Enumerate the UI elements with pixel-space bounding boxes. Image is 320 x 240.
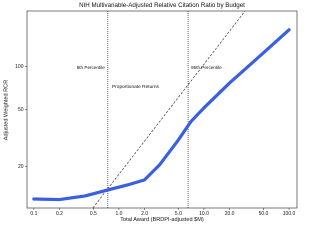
plot-frame [26,10,298,209]
y-axis-label: Adjusted Weighted RCR [3,80,9,141]
x-tick-label: 0.2 [56,211,63,217]
x-axis-label: Total Award (BRDPI-adjusted $M) [120,217,204,223]
x-tick-label: 10.0 [199,211,209,217]
chart-title: NIH Multivariable-Adjusted Relative Cita… [79,2,245,9]
proportionate-line [92,10,246,209]
chart: NIH Multivariable-Adjusted Relative Cita… [3,2,298,223]
y-tick-label: 20 [18,164,24,170]
y-tick-label: 100 [15,64,24,70]
x-tick-label: 1.0 [115,211,122,217]
percentile-label: 95th Percentile [191,65,222,70]
percentile-label: 5th Percentile [77,65,106,70]
proportionate-label: Proportionate Returns [112,84,160,90]
x-tick-label: 5.0 [175,211,182,217]
y-tick-label: 50 [18,107,24,113]
x-tick-label: 100.0 [283,211,296,217]
data-line [32,28,291,202]
x-tick-label: 50.0 [259,211,269,217]
x-tick-label: 0.1 [30,211,37,217]
x-tick-label: 20.0 [225,211,235,217]
x-tick-label: 2.0 [141,211,148,217]
x-tick-label: 0.5 [90,211,97,217]
